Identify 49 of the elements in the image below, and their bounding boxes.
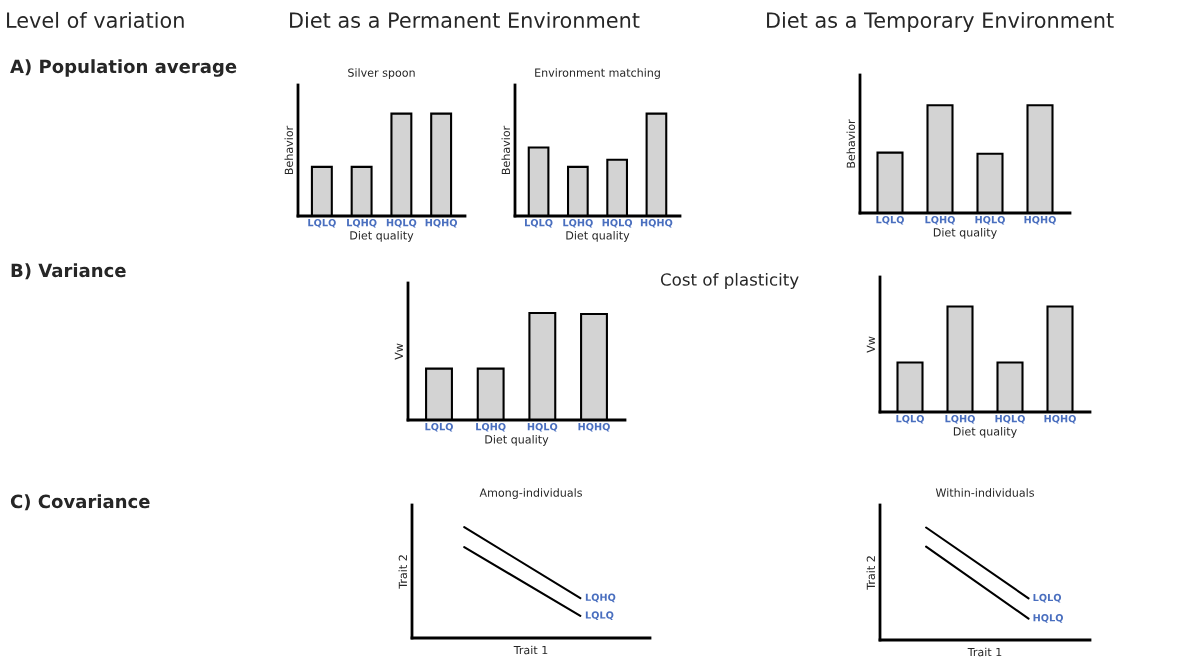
x-tick-label: HQHQ bbox=[425, 218, 458, 228]
x-axis-title: Diet quality bbox=[953, 426, 1017, 438]
x-axis-title: Diet quality bbox=[350, 230, 414, 242]
chart-title: Among-individuals bbox=[479, 488, 582, 499]
chart-title: Environment matching bbox=[535, 68, 660, 79]
x-tick-label: LQHQ bbox=[945, 414, 975, 424]
y-axis-title: Behavior bbox=[284, 125, 294, 175]
text: C) Covariance bbox=[10, 494, 150, 511]
x-tick-label: HQHQ bbox=[640, 218, 673, 228]
series-label: HQLQ bbox=[1033, 614, 1064, 623]
x-tick-label: HQHQ bbox=[1044, 414, 1076, 424]
x-tick-label: LQLQ bbox=[876, 215, 904, 225]
x-tick-label: HQLQ bbox=[995, 414, 1025, 424]
series-label: LQLQ bbox=[1033, 593, 1062, 603]
x-axis-title: Trait 1 bbox=[967, 647, 1002, 657]
x-tick-label: LQLQ bbox=[525, 218, 553, 228]
y-axis-title: Vw bbox=[866, 336, 875, 353]
y-axis-title: Trait 2 bbox=[398, 555, 408, 589]
x-tick-label: HQHQ bbox=[578, 422, 610, 432]
x-tick-label: HQLQ bbox=[602, 218, 633, 228]
text: B) Variance bbox=[11, 263, 126, 280]
x-tick-label: LQHQ bbox=[925, 215, 955, 225]
y-axis-title: Behavior bbox=[846, 119, 856, 168]
x-tick-label: LQHQ bbox=[563, 218, 593, 228]
x-axis-title: Diet quality bbox=[485, 434, 549, 446]
x-tick-label: LQHQ bbox=[476, 422, 506, 432]
x-tick-label: LQLQ bbox=[425, 422, 453, 432]
text: Level of variation bbox=[7, 11, 184, 29]
x-tick-label: HQHQ bbox=[1024, 215, 1056, 225]
y-axis-title: Behavior bbox=[501, 125, 511, 175]
chart-title: Silver spoon bbox=[348, 68, 415, 79]
text: A) Population average bbox=[10, 59, 237, 77]
x-axis-title: Diet quality bbox=[566, 230, 630, 242]
x-tick-label: HQLQ bbox=[975, 215, 1005, 225]
text: Diet as a Temporary Environment bbox=[767, 11, 1114, 33]
x-tick-label: HQLQ bbox=[386, 218, 417, 228]
text: Diet as a Permanent Environment bbox=[290, 11, 640, 29]
x-tick-label: HQLQ bbox=[527, 422, 558, 432]
x-tick-label: LQHQ bbox=[347, 218, 377, 228]
chart-title: Within-individuals bbox=[935, 488, 1034, 497]
x-tick-label: LQLQ bbox=[896, 414, 924, 424]
y-axis-title: Trait 2 bbox=[866, 556, 876, 590]
x-axis-title: Diet quality bbox=[933, 227, 997, 239]
text: Cost of plasticity bbox=[660, 272, 799, 290]
x-axis-title: Trait 1 bbox=[513, 645, 548, 655]
x-tick-label: LQLQ bbox=[308, 218, 336, 228]
series-label: LQLQ bbox=[585, 611, 614, 620]
series-label: LQHQ bbox=[585, 593, 616, 603]
y-axis-title: Vw bbox=[394, 343, 403, 360]
